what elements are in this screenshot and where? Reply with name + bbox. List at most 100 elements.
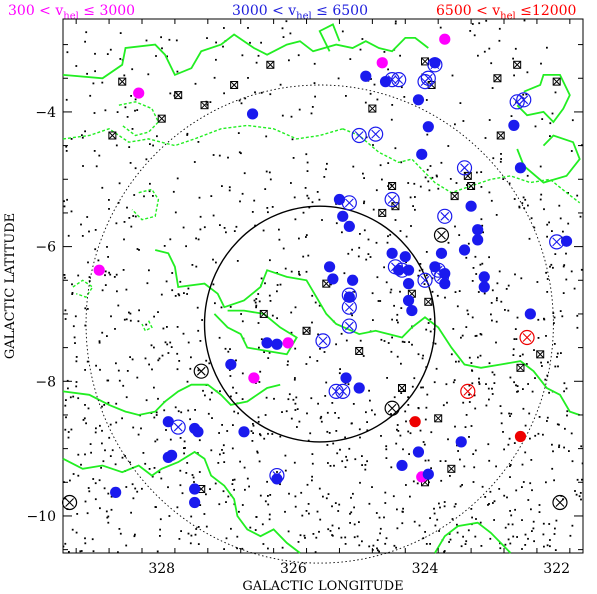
field-star [167,486,169,489]
field-star [344,436,346,439]
field-star [311,201,314,204]
field-star [251,440,254,442]
field-star [379,164,382,167]
field-star [393,396,396,399]
field-star [249,41,251,44]
field-star [122,269,125,271]
crossbox-square [368,104,377,113]
field-star [439,506,441,509]
galaxy-point [347,274,359,286]
field-star [491,393,494,395]
circled-blue-marker-cross [318,336,328,346]
field-star [576,194,579,197]
field-star [157,359,160,362]
field-star [182,332,185,335]
galaxy-point [429,57,441,69]
field-star [70,210,73,213]
field-star [521,463,524,466]
outer-circle [85,84,554,564]
field-star [452,381,455,384]
field-star [530,217,533,220]
field-star [347,252,350,255]
field-star [271,433,274,435]
field-star [405,484,407,486]
field-star [548,391,550,394]
field-star [387,185,389,187]
field-star [178,360,181,362]
field-star [344,466,347,468]
field-star [375,512,378,514]
field-star [359,339,362,342]
crossbox-cross [266,60,275,69]
contour-line-dashed [72,279,94,298]
field-star [307,254,310,257]
galaxy-point [396,459,408,472]
field-star [145,399,148,402]
circled-black-marker-cross [196,366,206,376]
field-star [365,136,368,139]
field-star [197,369,200,372]
field-star [417,353,420,356]
field-star [477,356,479,359]
field-star [129,461,131,464]
field-star [372,208,375,211]
field-star [256,450,259,453]
field-star [110,508,113,511]
field-star [498,488,501,490]
field-star [467,242,470,245]
field-star [429,517,431,519]
field-star [157,311,159,313]
crossbox-marker [200,101,209,110]
field-star [408,341,410,343]
field-star [144,357,147,360]
field-star [549,265,551,268]
circled-blue-marker-cross [460,163,469,173]
field-star [144,462,147,465]
field-star [513,74,515,77]
field-star [467,529,470,532]
field-star [110,315,112,318]
field-star [293,461,296,464]
field-star [294,347,297,350]
field-star [219,224,221,226]
field-star [364,464,367,466]
field-star [344,536,347,539]
field-star [533,540,535,543]
field-star [390,466,393,469]
field-star [86,308,89,310]
field-star [218,336,221,339]
field-star [549,539,551,541]
field-star [223,27,225,29]
field-star [495,214,498,216]
field-star [265,396,268,399]
field-star [203,513,206,515]
field-star [524,424,527,427]
field-star [520,277,523,280]
field-star [83,417,86,420]
galaxy-point [248,372,260,384]
field-star [529,437,531,440]
crossbox-marker [496,131,505,140]
field-star [331,524,334,527]
galaxy-point [189,483,201,495]
field-star [337,417,340,419]
field-star [414,196,416,198]
field-star [287,360,289,363]
galaxy-point [162,416,174,428]
field-star [489,537,492,540]
field-star [221,185,223,187]
crossbox-cross [378,209,387,217]
field-star [394,147,397,150]
field-star [456,305,459,308]
field-star [500,158,502,160]
field-star [293,378,296,381]
field-star [356,535,359,538]
field-star [81,235,84,237]
field-star [126,370,129,372]
field-star [554,253,557,255]
field-star [218,432,220,434]
field-star [186,462,189,464]
field-star [241,54,244,57]
field-star [507,309,510,312]
field-star [109,48,112,51]
